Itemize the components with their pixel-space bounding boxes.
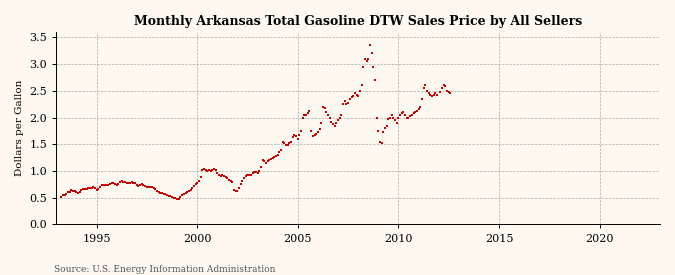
Title: Monthly Arkansas Total Gasoline DTW Sales Price by All Sellers: Monthly Arkansas Total Gasoline DTW Sale… xyxy=(134,15,583,28)
Y-axis label: Dollars per Gallon: Dollars per Gallon xyxy=(15,80,24,176)
Text: Source: U.S. Energy Information Administration: Source: U.S. Energy Information Administ… xyxy=(54,265,275,274)
